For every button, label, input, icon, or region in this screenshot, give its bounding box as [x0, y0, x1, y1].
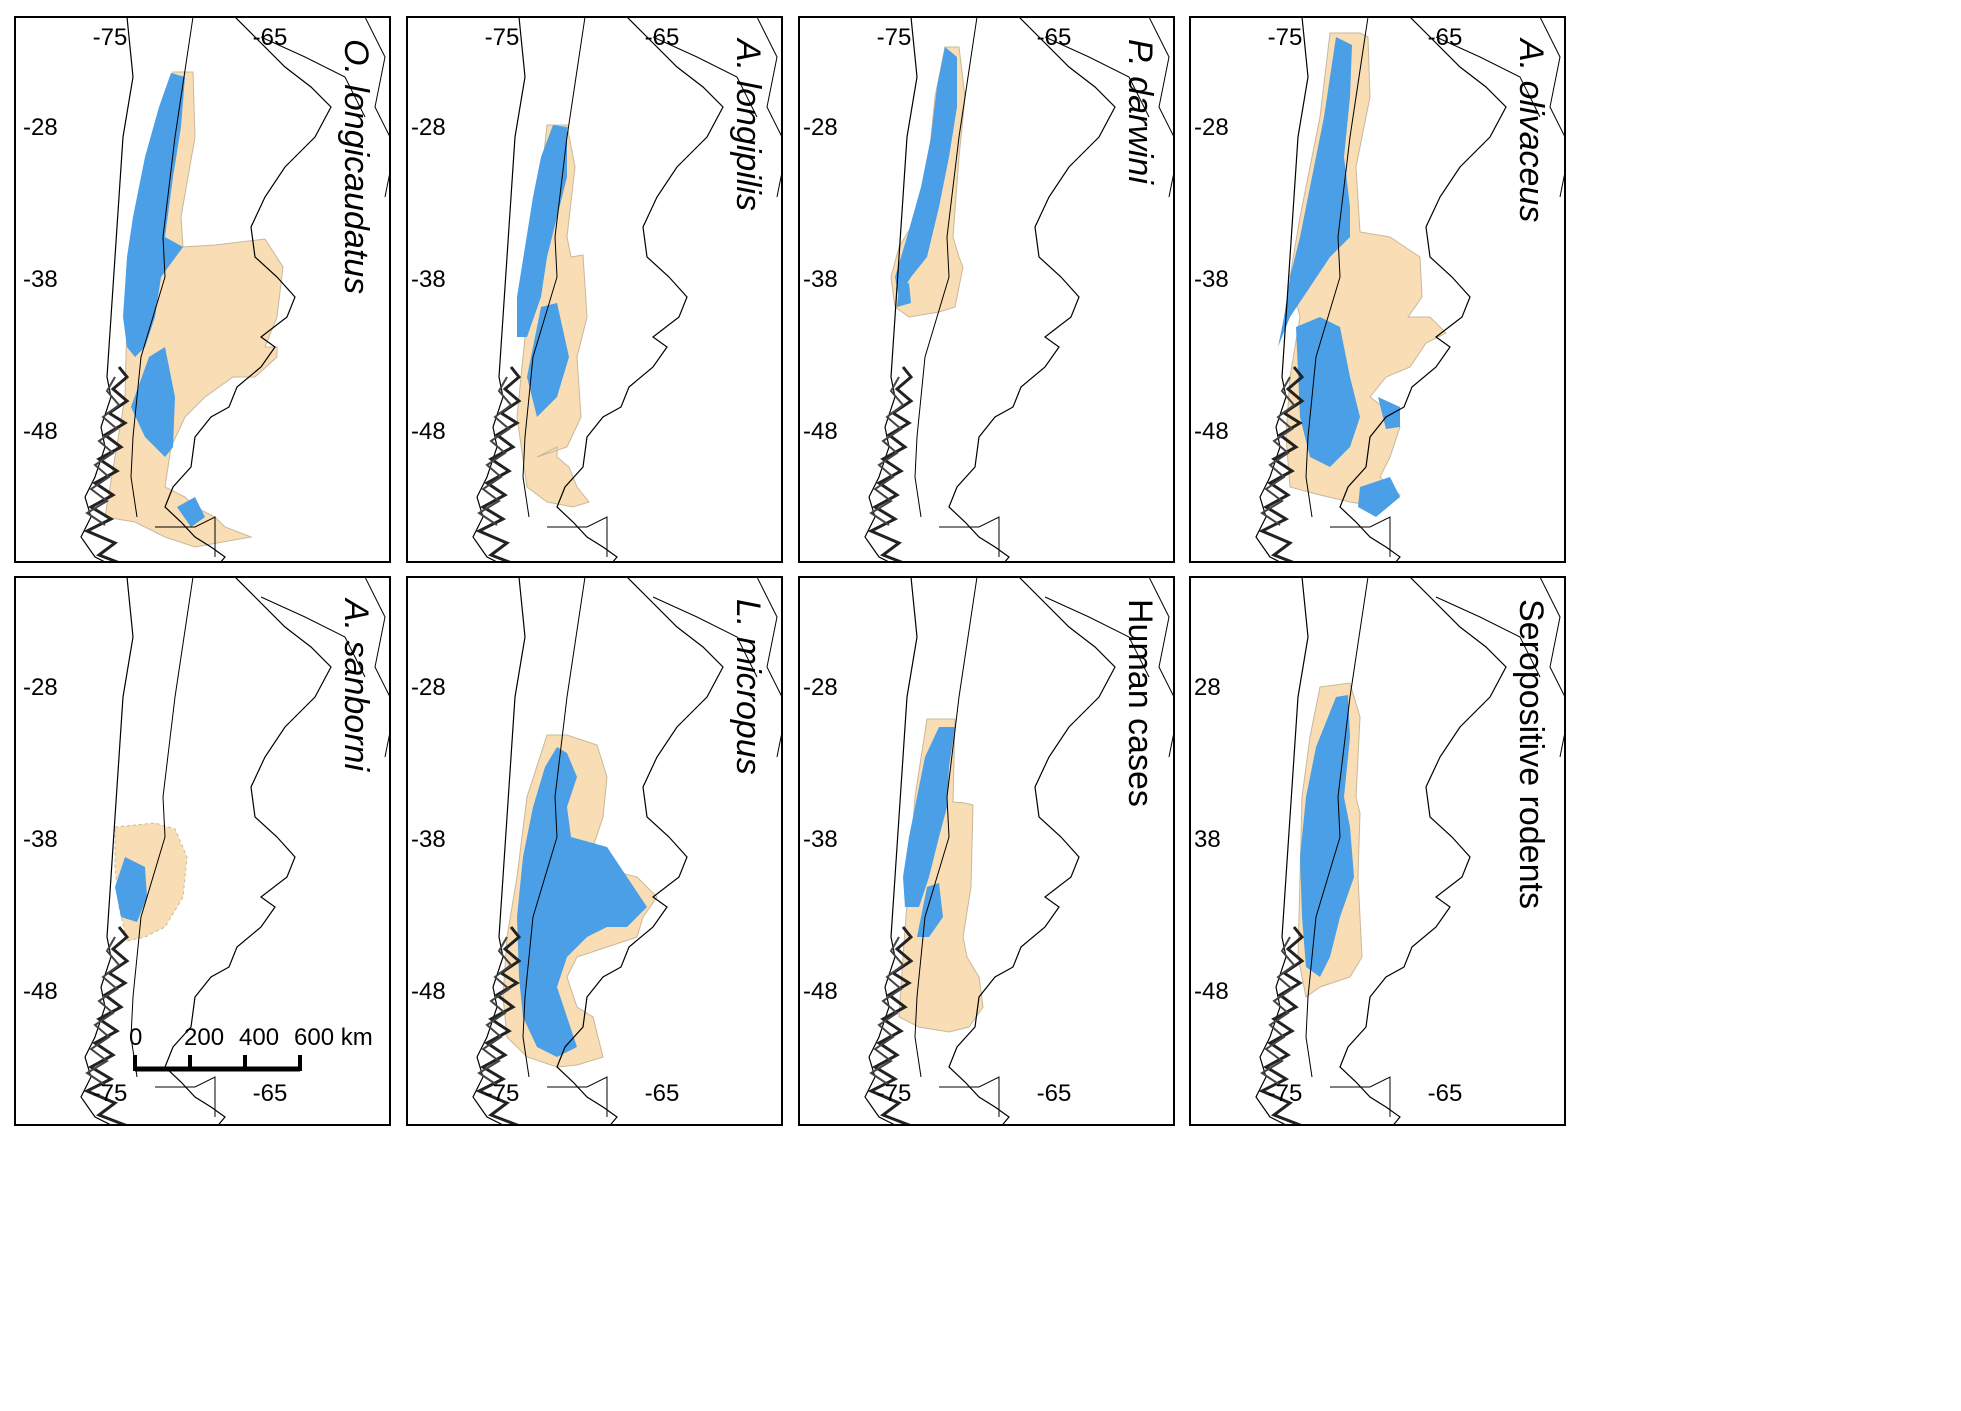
longitude-tick-label: -65	[1037, 24, 1072, 51]
predicted-distribution-area	[1378, 397, 1400, 429]
map-panel-2: -75 -65 -28 -38 -48 A. longipilis	[406, 16, 783, 563]
latitude-tick-label: -48	[411, 978, 446, 1005]
predicted-distribution-area	[917, 883, 943, 937]
predicted-distribution-area	[131, 347, 175, 457]
map-panel-8: -75 -65 28 38 -48 Seropositive rodents	[1189, 576, 1566, 1126]
longitude-tick-label: -65	[1428, 24, 1463, 51]
map-content	[471, 18, 781, 561]
predicted-distribution-area	[1358, 477, 1400, 517]
map-panel-6: -75 -65 -28 -38 -48 L. micropus	[406, 576, 783, 1126]
latitude-tick-label: -38	[803, 266, 838, 293]
panel-title: A. longipilis	[729, 37, 767, 211]
predicted-distribution-area	[527, 303, 569, 417]
latitude-tick-label: -48	[1194, 418, 1229, 445]
longitude-tick-label: -65	[253, 1080, 288, 1107]
longitude-tick-label: -75	[485, 24, 520, 51]
map-panel-4: -75 -65 -28 -38 -48 A. olivaceus	[1189, 16, 1566, 563]
predicted-distribution-area	[1296, 317, 1360, 467]
panel-title: Human cases	[1121, 599, 1159, 807]
longitude-tick-label: -65	[1037, 1080, 1072, 1107]
latitude-tick-label: 28	[1194, 674, 1221, 701]
longitude-tick-label: -75	[93, 24, 128, 51]
panel-border	[406, 16, 783, 563]
panel-border	[14, 576, 391, 1126]
scale-bar-label: 200	[184, 1024, 224, 1051]
longitude-tick-label: -65	[645, 1080, 680, 1107]
latitude-tick-label: -38	[411, 826, 446, 853]
longitude-tick-label: -65	[253, 24, 288, 51]
panel-title: Seropositive rodents	[1512, 599, 1550, 909]
latitude-tick-label: -28	[803, 674, 838, 701]
longitude-tick-label: -75	[93, 1080, 128, 1107]
predicted-distribution-area	[177, 497, 205, 527]
map-content	[1254, 18, 1564, 561]
latitude-tick-label: -28	[23, 114, 58, 141]
scale-bar-label: 400	[239, 1024, 279, 1051]
latitude-tick-label: -48	[411, 418, 446, 445]
latitude-tick-label: -48	[23, 418, 58, 445]
panel-title: L. micropus	[729, 599, 767, 775]
panel-border	[798, 576, 1175, 1126]
longitude-tick-label: -75	[877, 24, 912, 51]
scale-bar: 0 200 400 600 km	[129, 1024, 373, 1072]
longitude-tick-label: -75	[1268, 24, 1303, 51]
predicted-distribution-area	[897, 283, 911, 307]
map-panels: -75 -65 -28 -38 -48 O. longicaudatus -75 -65 -28…	[14, 16, 1566, 1126]
predicted-distribution-area	[1278, 37, 1352, 347]
map-content	[79, 18, 389, 561]
latitude-tick-label: -48	[1194, 978, 1229, 1005]
latitude-tick-label: -38	[23, 826, 58, 853]
latitude-tick-label: -38	[803, 826, 838, 853]
longitude-tick-label: -75	[485, 1080, 520, 1107]
predicted-distribution-area	[895, 47, 957, 297]
latitude-tick-label: -28	[1194, 114, 1229, 141]
map-panel-1: -75 -65 -28 -38 -48 O. longicaudatus	[14, 16, 391, 563]
map-content	[863, 18, 1173, 561]
latitude-tick-label: -38	[23, 266, 58, 293]
panel-border	[1189, 576, 1566, 1126]
panel-title: A. sanborni	[337, 597, 375, 772]
map-panel-5: -75 -65 -28 -38 -48 A. sanborni	[14, 576, 391, 1126]
map-content	[863, 578, 1173, 1124]
longitude-tick-label: -65	[645, 24, 680, 51]
latitude-tick-label: -48	[803, 978, 838, 1005]
panel-title: P. darwini	[1121, 39, 1159, 185]
predicted-distribution-area	[903, 727, 955, 907]
latitude-tick-label: -28	[23, 674, 58, 701]
map-content	[79, 578, 389, 1124]
latitude-tick-label: 38	[1194, 826, 1221, 853]
latitude-tick-label: -48	[23, 978, 58, 1005]
longitude-tick-label: -75	[1268, 1080, 1303, 1107]
longitude-tick-label: -65	[1428, 1080, 1463, 1107]
panel-border	[798, 16, 1175, 563]
map-content	[1254, 578, 1564, 1124]
map-content	[471, 578, 781, 1124]
map-panel-3: -75 -65 -28 -38 -48 P. darwini	[798, 16, 1175, 563]
panel-title: O. longicaudatus	[337, 39, 375, 294]
latitude-tick-label: -38	[1194, 266, 1229, 293]
predicted-distribution-area	[517, 747, 647, 1057]
predicted-distribution-area	[115, 857, 147, 922]
predicted-distribution-area	[1300, 695, 1354, 977]
latitude-tick-label: -28	[803, 114, 838, 141]
map-panel-7: -75 -65 -28 -38 -48 Human cases	[798, 576, 1175, 1126]
latitude-tick-label: -28	[411, 114, 446, 141]
scale-bar-label: 600 km	[294, 1024, 373, 1051]
latitude-tick-label: -38	[411, 266, 446, 293]
latitude-tick-label: -28	[411, 674, 446, 701]
scale-bar-label: 0	[129, 1024, 142, 1051]
panel-title: A. olivaceus	[1512, 37, 1550, 222]
predicted-distribution-area	[123, 73, 185, 357]
longitude-tick-label: -75	[877, 1080, 912, 1107]
latitude-tick-label: -48	[803, 418, 838, 445]
predicted-distribution-area	[517, 125, 567, 337]
